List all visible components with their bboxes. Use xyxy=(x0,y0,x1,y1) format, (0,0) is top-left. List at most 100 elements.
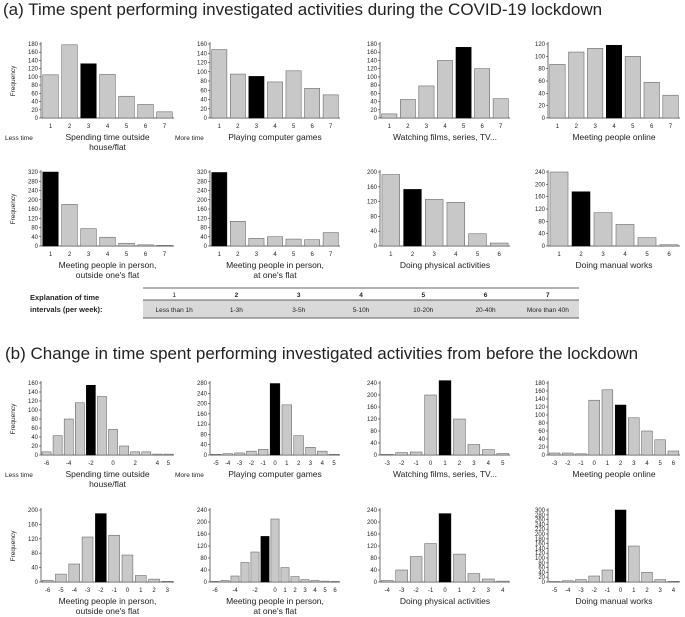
bar xyxy=(496,453,509,456)
bar xyxy=(453,418,466,456)
bar xyxy=(438,513,452,583)
y-tick-label: 0 xyxy=(374,453,378,459)
y-tick-label: 140 xyxy=(535,546,546,552)
bar xyxy=(424,394,437,456)
bar xyxy=(446,202,465,247)
x-tick-label: -2 xyxy=(249,461,255,467)
chart-title: Meeting people online xyxy=(572,469,655,479)
y-tick-label: 40 xyxy=(200,443,207,449)
bar xyxy=(399,99,416,119)
bar xyxy=(293,435,304,456)
y-tick-label: 20 xyxy=(538,575,545,581)
bar xyxy=(482,449,495,456)
chart-title: Playing computer games xyxy=(228,469,322,479)
chart-panel: 0 40 80 120 160 200 -6 -5 -4 -3 -2 -1 0 1 2 3 Meeting pe… xyxy=(10,508,174,616)
legend-interval-number: 3 xyxy=(297,292,301,299)
y-tick-label: 200 xyxy=(197,198,208,204)
bar xyxy=(418,85,435,119)
x-tick-label: 7 xyxy=(329,124,333,130)
x-tick-label: 0 xyxy=(273,588,277,594)
x-tick-label: 3 xyxy=(632,461,636,467)
y-tick-label: 0 xyxy=(204,453,208,459)
bar xyxy=(97,396,107,456)
bar xyxy=(300,579,310,583)
bar xyxy=(637,237,657,247)
x-tick-label: 4 xyxy=(487,461,491,467)
bar xyxy=(455,47,472,119)
bar xyxy=(156,245,173,247)
x-tick-label: 6 xyxy=(144,124,148,130)
bar xyxy=(148,578,160,583)
bar xyxy=(250,551,260,583)
x-tick-label: 5 xyxy=(332,461,336,467)
x-tick-label: 3 xyxy=(601,252,605,258)
x-tick-label: 4 xyxy=(612,124,616,130)
x-tick-label: 2 xyxy=(297,461,301,467)
x-tick-label: 7 xyxy=(163,124,167,130)
y-tick-label: 60 xyxy=(538,566,545,572)
bar xyxy=(152,453,163,456)
x-tick-label: 3 xyxy=(87,252,91,258)
y-tick-label: 20 xyxy=(31,108,38,114)
bar xyxy=(601,569,614,583)
y-tick-label: 140 xyxy=(535,397,546,403)
y-tick-label: 80 xyxy=(370,556,377,562)
bar xyxy=(588,399,600,456)
y-tick-label: 0 xyxy=(35,244,39,250)
chart-title: Meeting people in person, xyxy=(59,260,157,270)
chart-panel: 0 40 80 120 160 200 240 280 320 1 2 3 4 5 6 7 Meeting pe… xyxy=(10,170,174,280)
chart-title: Doing manual works xyxy=(575,260,652,270)
bar xyxy=(575,579,587,583)
chart-panel: 0 40 80 120 160 200 1 2 3 4 5 6 Doing physical activ… xyxy=(367,170,510,270)
bar xyxy=(467,444,481,456)
y-tick-label: 40 xyxy=(200,235,207,241)
x-tick-label: -1 xyxy=(578,461,584,467)
y-tick-label: 240 xyxy=(197,189,208,195)
y-tick-label: 160 xyxy=(28,207,39,213)
bar xyxy=(211,49,228,119)
bar xyxy=(41,451,52,456)
bar xyxy=(628,417,640,456)
chart-title: outside one's flat xyxy=(76,606,140,616)
y-tick-label: 80 xyxy=(31,417,38,423)
bar xyxy=(285,70,302,119)
bar xyxy=(41,579,54,583)
y-tick-label: 180 xyxy=(28,42,39,48)
less-time-label: Less time xyxy=(5,135,33,142)
y-tick-label: 120 xyxy=(28,67,39,73)
y-tick-label: 60 xyxy=(31,91,38,97)
x-tick-label: 6 xyxy=(650,124,654,130)
y-tick-label: 120 xyxy=(367,200,378,206)
bar xyxy=(381,174,400,247)
y-tick-label: 160 xyxy=(535,389,546,395)
x-tick-label: 4 xyxy=(501,588,505,594)
y-tick-label: 200 xyxy=(367,393,378,399)
x-tick-label: 6 xyxy=(672,461,676,467)
bar xyxy=(68,563,80,583)
x-tick-label: 1 xyxy=(606,461,610,467)
legend-interval-range: 1-3h xyxy=(230,307,243,314)
bar xyxy=(280,567,290,583)
bar xyxy=(614,509,627,583)
chart-panel: 0 20 40 60 80 100 120 140 160 180 1 2 3 4 5 6 7Watching … xyxy=(367,42,510,142)
y-tick-label: 80 xyxy=(370,214,377,220)
x-tick-label: 7 xyxy=(499,124,503,130)
x-tick-label: 7 xyxy=(329,252,333,258)
y-tick-label: 60 xyxy=(31,426,38,432)
bar xyxy=(424,543,437,583)
y-tick-label: 160 xyxy=(197,532,208,538)
bar xyxy=(548,452,561,456)
bar xyxy=(234,452,245,456)
bar xyxy=(496,580,509,583)
y-tick-label: 100 xyxy=(197,70,208,76)
y-tick-label: 40 xyxy=(538,570,545,576)
bar xyxy=(474,68,491,119)
y-tick-label: 40 xyxy=(200,568,207,574)
chart-title: Watching films, series, TV... xyxy=(393,469,497,479)
x-tick-label: 2 xyxy=(68,252,72,258)
bar xyxy=(81,536,94,583)
x-tick-label: 3 xyxy=(472,461,476,467)
bar xyxy=(270,518,280,583)
chart-title: Watching films, series, TV... xyxy=(393,132,497,142)
x-tick-label: 2 xyxy=(411,252,415,258)
